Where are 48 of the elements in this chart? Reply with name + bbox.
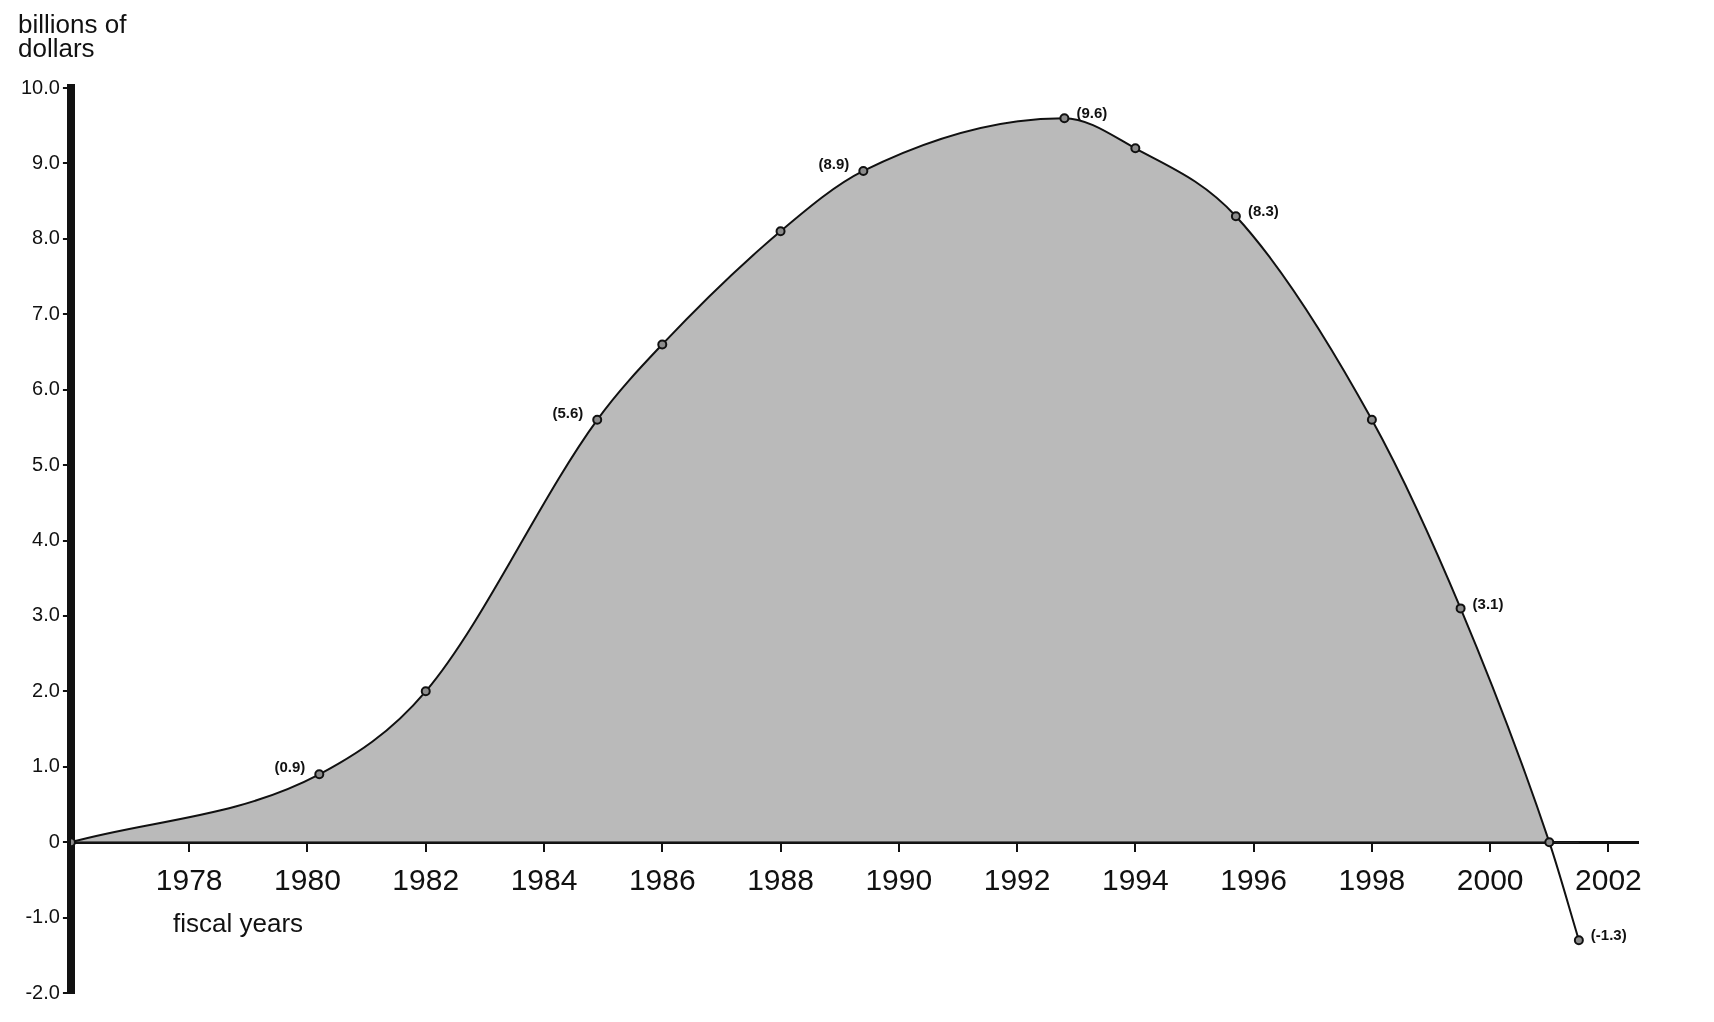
text: (0.9) [274,758,306,776]
text: (8.3) [1247,202,1279,220]
x-tick-label: 2002 [1575,863,1642,897]
point [1573,935,1584,946]
point [657,339,668,350]
point [1366,414,1377,425]
point [1059,113,1070,124]
text: (-1.3) [1590,926,1627,944]
x-tick-label: 1994 [1101,863,1169,897]
x-tick-label: 1982 [392,863,460,897]
x-tick-label: 1996 [1220,863,1287,897]
y-tick-label: 7.0 [32,301,60,324]
x-tick-label: 1988 [747,863,814,897]
y-tick-label: 3.0 [32,603,60,626]
y-tick-label: 1.0 [32,754,60,777]
y-tick-label: -1.0 [25,905,60,928]
x-tick-label: 1986 [628,863,696,897]
y-tick-label: 2.0 [32,678,60,701]
point [1544,837,1555,848]
point [420,686,431,697]
y-tick-label: 8.0 [32,226,60,249]
x-tick-label: 1990 [865,863,933,897]
point [314,769,325,780]
point [592,414,603,425]
y-tick-label: 4.0 [32,528,60,551]
point [1230,211,1241,222]
y-tick-label: 9.0 [32,150,60,173]
x-axis-title: fiscal years [173,908,304,939]
text: (8.9) [818,155,850,173]
x-tick-label: 1984 [510,863,578,897]
text: (3.1) [1472,594,1504,612]
x-tick-label: 1992 [983,863,1051,897]
text: (9.6) [1076,104,1108,122]
y-tick-label: 5.0 [32,452,60,475]
text: (5.6) [552,403,584,421]
x-tick-label: 1980 [274,863,341,897]
y-tick-label: 0 [48,829,60,852]
y-tick-label: 6.0 [32,377,60,400]
point [775,226,786,237]
point [1130,143,1141,154]
x-tick-label: 1998 [1338,863,1406,897]
x-tick-label: 2000 [1456,863,1524,897]
y-tick-label: -2.0 [25,980,60,1003]
point [858,165,869,176]
point [1455,603,1466,614]
y-tick-label: 10.0 [20,75,60,98]
y-axis-title: billions of dollars [18,9,128,63]
x-tick-label: 1978 [155,863,223,897]
